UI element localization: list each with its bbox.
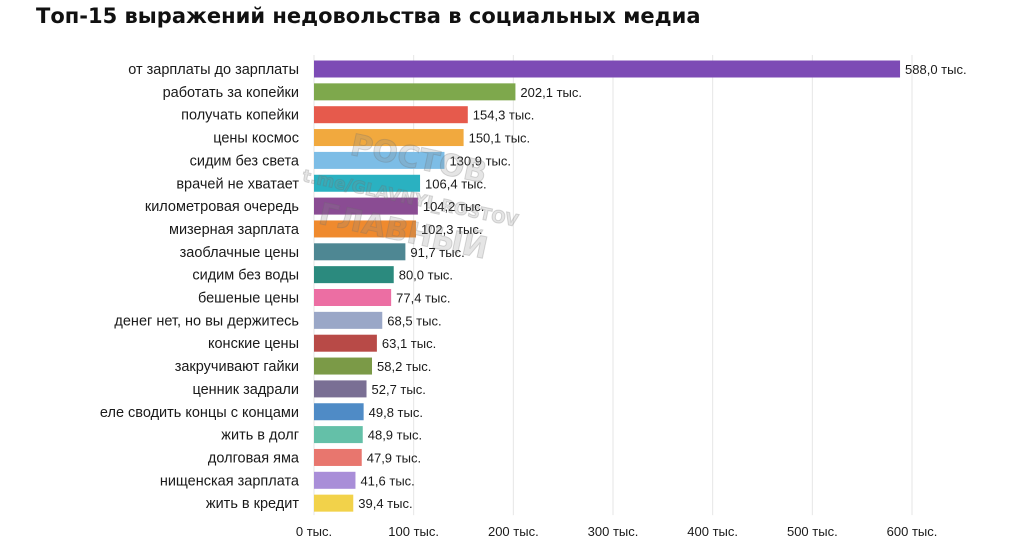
bar (314, 357, 373, 375)
bar (314, 403, 364, 421)
category-label: нищенская зарплата (160, 473, 300, 489)
bar (314, 289, 392, 306)
bar (314, 129, 464, 147)
category-label: сидим без воды (192, 268, 299, 284)
value-label: 91,7 тыс. (410, 245, 464, 260)
category-label: жить в долг (221, 428, 299, 444)
value-label: 588,0 тыс. (905, 62, 967, 77)
x-tick-label: 500 тыс. (787, 524, 838, 539)
bar (314, 448, 362, 466)
category-label: бешеные цены (198, 291, 299, 307)
x-tick-label: 100 тыс. (388, 524, 439, 539)
category-label: километровая очередь (145, 199, 299, 215)
bars (314, 60, 901, 512)
value-labels: 588,0 тыс. 202,1 тыс. 154,3 тыс. 150,1 тыс.… (358, 62, 966, 511)
value-label: 48,9 тыс. (368, 428, 422, 443)
value-label: 58,2 тыс. (377, 359, 431, 374)
category-label: денег нет, но вы держитесь (114, 313, 299, 329)
bar (314, 197, 418, 215)
bar (314, 243, 406, 261)
value-label: 154,3 тыс. (473, 108, 535, 123)
bar (314, 151, 445, 169)
bar (314, 380, 367, 398)
value-label: 39,4 тыс. (358, 496, 412, 511)
bar (314, 83, 516, 101)
category-label: еле сводить концы с концами (100, 405, 299, 421)
value-label: 202,1 тыс. (520, 85, 582, 100)
category-label: закручивают гайки (175, 359, 299, 375)
category-label: конские цены (208, 336, 299, 352)
category-label: ценник задрали (192, 382, 299, 398)
value-label: 102,3 тыс. (421, 222, 483, 237)
bar (314, 494, 354, 512)
value-label: 130,9 тыс. (449, 153, 511, 168)
x-tick-label: 400 тыс. (687, 524, 738, 539)
bar (314, 174, 421, 192)
bar (314, 334, 377, 352)
value-label: 80,0 тыс. (399, 268, 453, 283)
bar (314, 266, 394, 284)
bar (314, 220, 416, 238)
category-label: жить в кредит (206, 496, 299, 512)
value-label: 77,4 тыс. (396, 291, 450, 306)
category-label: сидим без света (190, 153, 300, 169)
x-tick-label: 0 тыс. (296, 524, 332, 539)
bar (314, 426, 363, 444)
category-label: врачей не хватает (176, 176, 299, 192)
x-tick-label: 600 тыс. (887, 524, 938, 539)
x-tick-label: 200 тыс. (488, 524, 539, 539)
category-label: работать за копейки (163, 85, 299, 101)
value-label: 104,2 тыс. (423, 199, 485, 214)
category-labels: от зарплаты до зарплаты работать за копей… (100, 62, 300, 512)
bar (314, 471, 356, 489)
value-label: 68,5 тыс. (387, 313, 441, 328)
value-label: 52,7 тыс. (372, 382, 426, 397)
value-label: 63,1 тыс. (382, 336, 436, 351)
category-label: мизерная зарплата (169, 222, 300, 238)
category-label: заоблачные цены (180, 245, 299, 261)
x-tick-label: 300 тыс. (588, 524, 639, 539)
value-label: 106,4 тыс. (425, 176, 487, 191)
category-label: получать копейки (181, 108, 299, 124)
category-label: цены космос (213, 131, 299, 147)
value-label: 49,8 тыс. (369, 405, 423, 420)
x-axis-ticks: 0 тыс. 100 тыс. 200 тыс. 300 тыс. 400 тыс. 50… (296, 524, 937, 539)
bar (314, 60, 901, 78)
value-label: 41,6 тыс. (360, 473, 414, 488)
bar (314, 106, 468, 124)
category-label: долговая яма (208, 450, 300, 466)
chart-title: Топ-15 выражений недовольства в социальн… (36, 4, 701, 28)
category-label: от зарплаты до зарплаты (128, 62, 299, 78)
bar (314, 311, 383, 329)
gridlines (313, 55, 913, 516)
value-label: 150,1 тыс. (469, 131, 531, 146)
value-label: 47,9 тыс. (367, 450, 421, 465)
